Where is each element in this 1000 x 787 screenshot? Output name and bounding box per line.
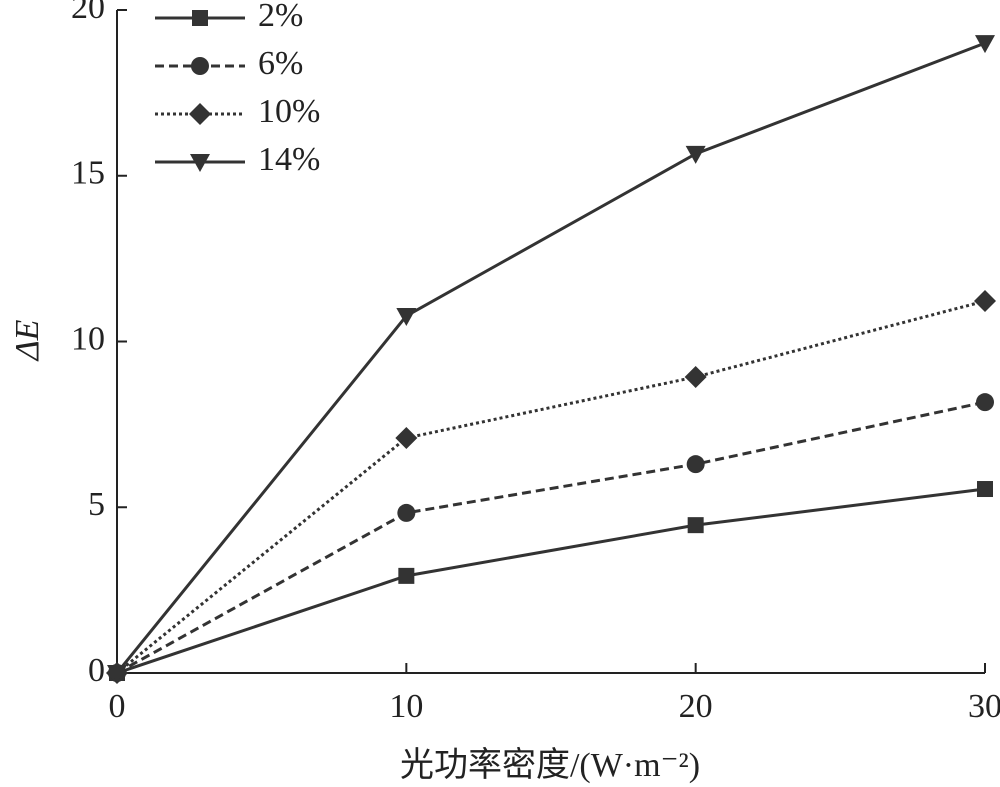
x-axis-label: 光功率密度/(W·m⁻²) <box>400 746 700 784</box>
x-tick-label: 0 <box>109 688 126 725</box>
legend-marker <box>189 103 211 125</box>
series-line <box>115 41 986 674</box>
y-tick-label: 5 <box>88 486 105 523</box>
series-line <box>116 400 986 675</box>
y-tick-label: 20 <box>71 0 105 26</box>
legend-label: 14% <box>258 141 320 178</box>
marker <box>687 517 704 534</box>
y-tick-label: 15 <box>71 155 105 192</box>
legend-label: 10% <box>258 93 320 130</box>
legend-marker <box>192 10 208 26</box>
marker <box>686 455 705 474</box>
y-tick-label: 10 <box>71 320 105 357</box>
marker <box>107 665 127 683</box>
x-tick-label: 10 <box>389 688 423 725</box>
marker <box>684 365 707 388</box>
series-line <box>116 299 986 675</box>
marker <box>396 307 417 326</box>
legend-label: 2% <box>258 0 303 34</box>
y-axis-label: ΔE <box>9 319 46 362</box>
marker <box>685 145 706 164</box>
x-tick-label: 30 <box>968 688 1000 725</box>
marker <box>977 481 993 498</box>
x-tick-label: 20 <box>679 688 713 725</box>
marker <box>974 290 996 313</box>
y-tick-label: 0 <box>88 652 105 689</box>
marker <box>975 35 995 54</box>
legend-label: 6% <box>258 45 303 82</box>
marker <box>395 426 418 449</box>
legend-marker <box>190 154 210 172</box>
marker <box>976 393 994 412</box>
marker <box>398 567 415 584</box>
series-line <box>116 487 986 675</box>
marker <box>397 503 416 522</box>
legend-marker <box>191 57 209 75</box>
